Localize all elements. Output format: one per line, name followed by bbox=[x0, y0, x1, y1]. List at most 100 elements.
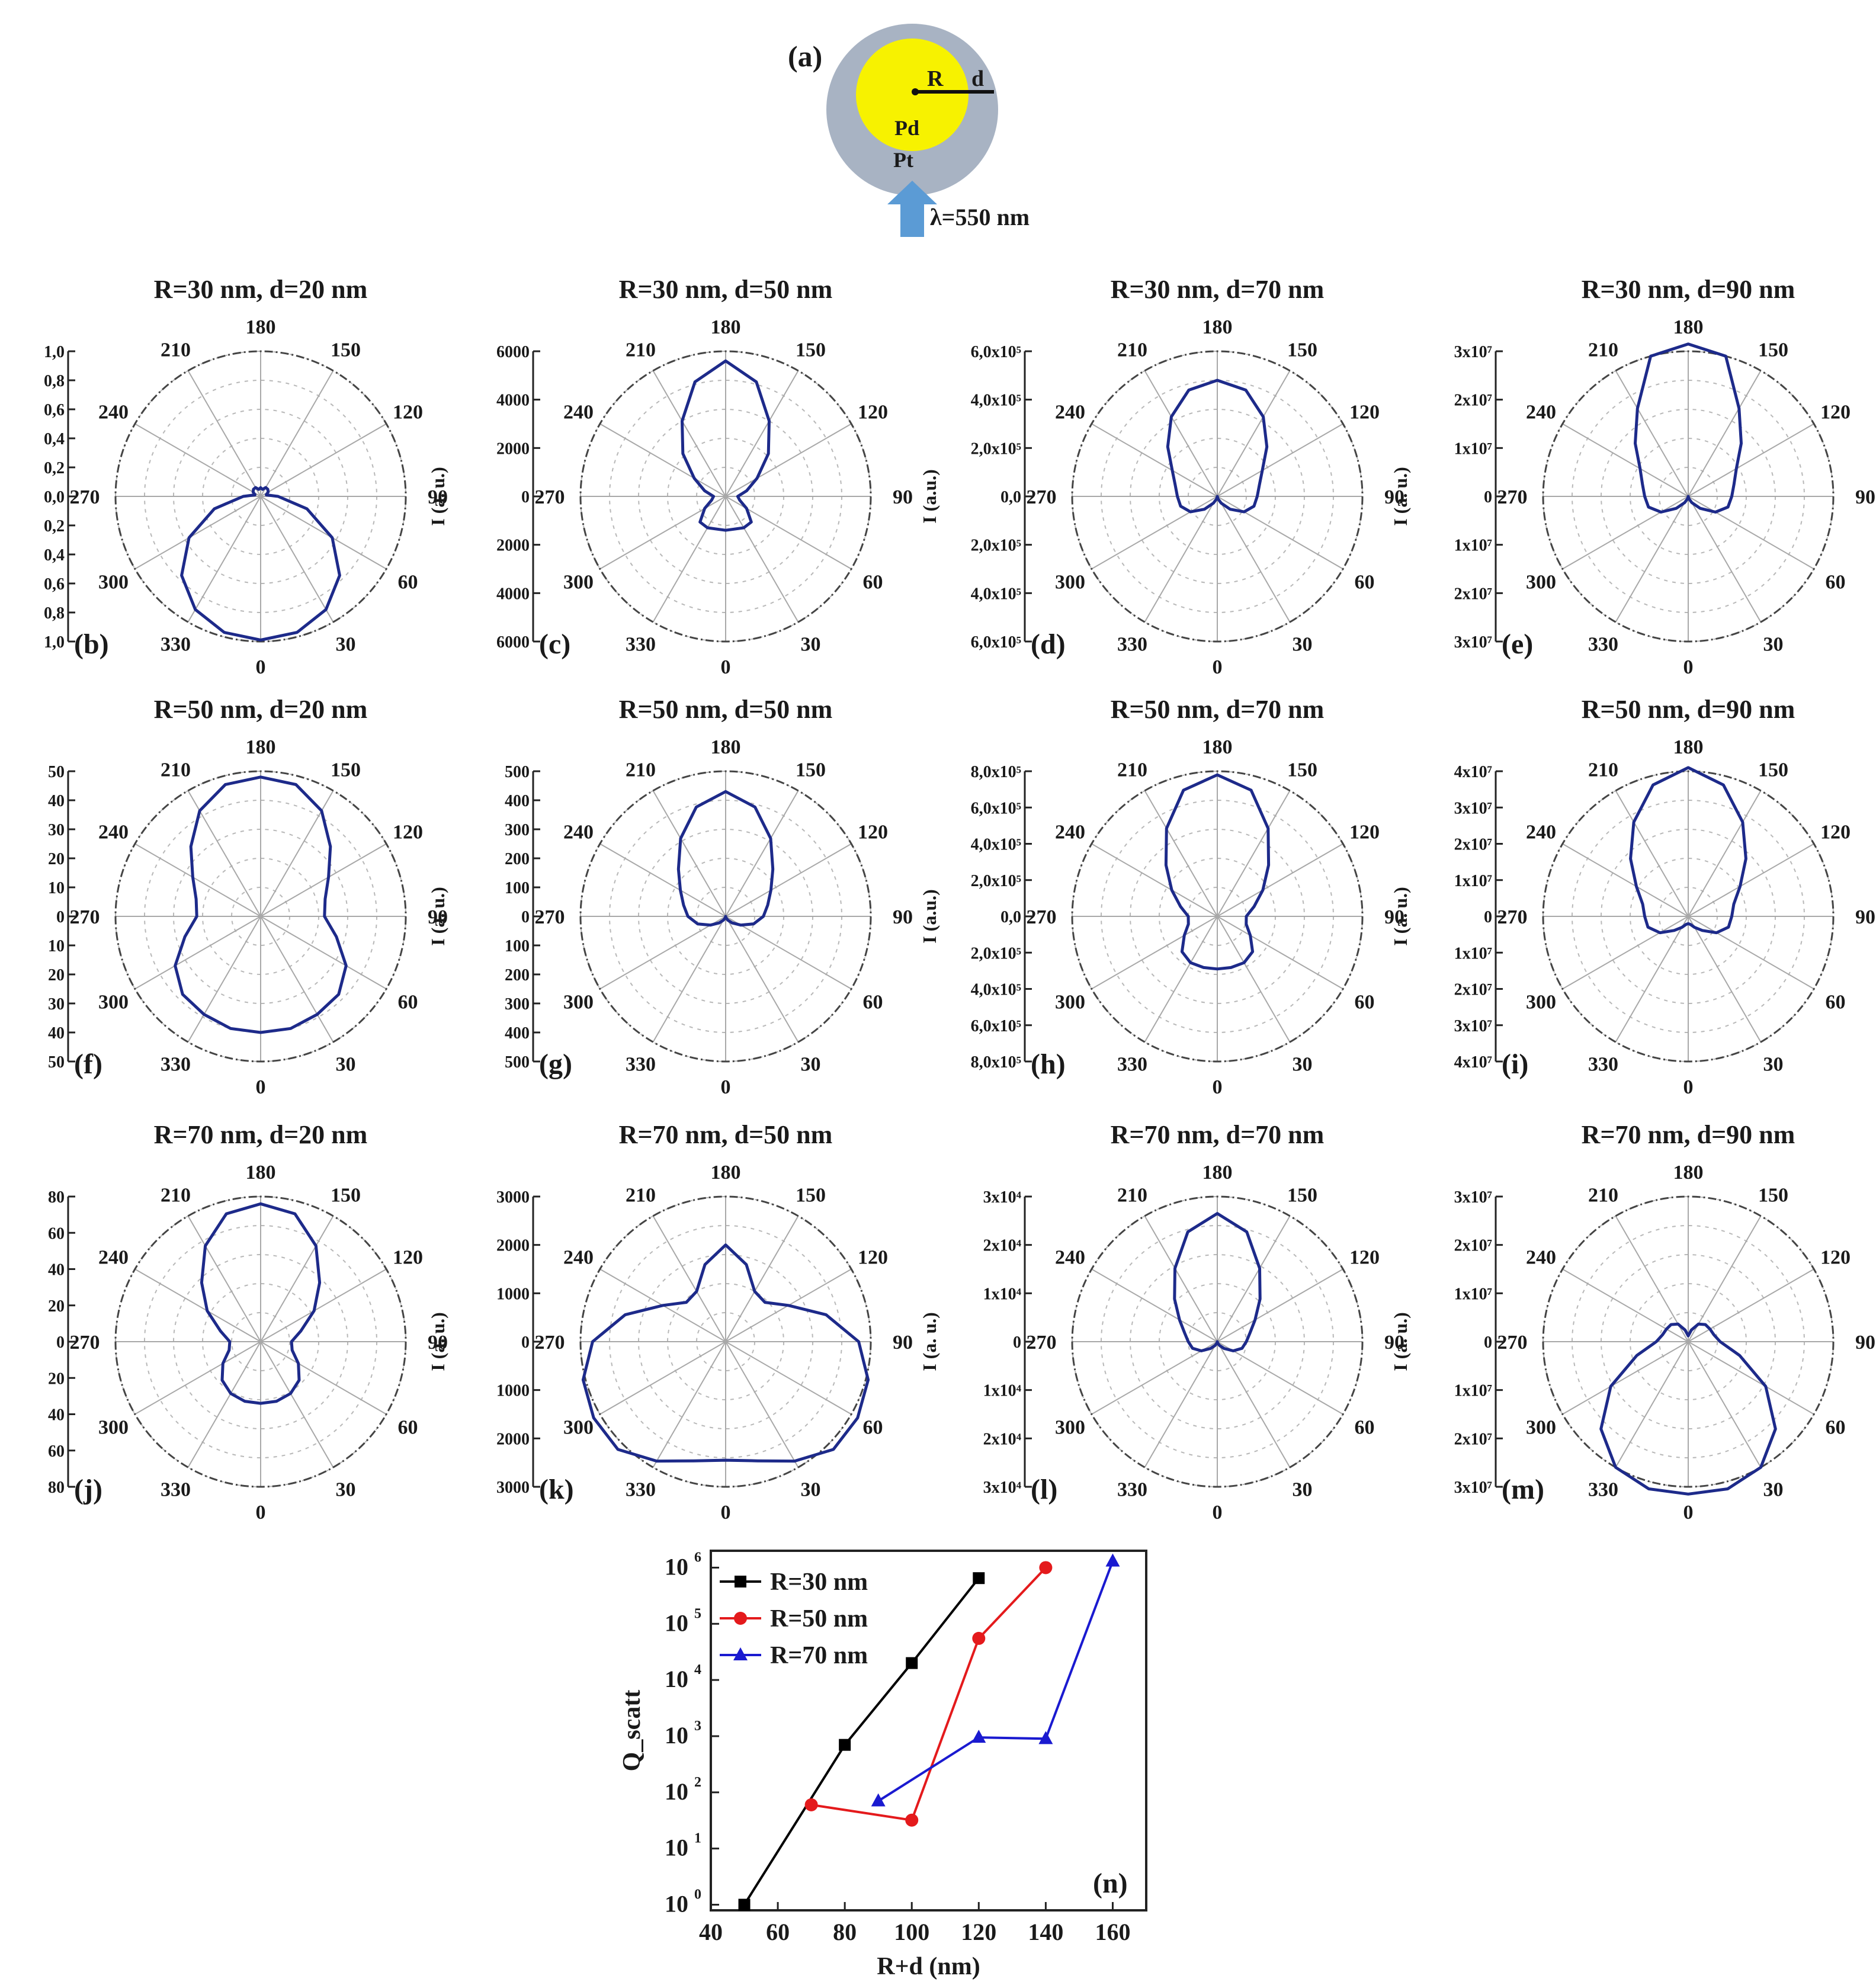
grid-spoke bbox=[1217, 496, 1343, 570]
grid-spoke bbox=[599, 916, 726, 990]
angle-label: 210 bbox=[1117, 759, 1147, 781]
polar-ylabel: I (a. u.) bbox=[1390, 1312, 1411, 1371]
data-point bbox=[734, 1612, 747, 1625]
radial-tick-label: 300 bbox=[505, 821, 530, 839]
grid-spoke bbox=[725, 1341, 799, 1468]
grid-spoke bbox=[725, 843, 852, 917]
angle-label: 180 bbox=[711, 1162, 741, 1184]
angle-label: 150 bbox=[796, 339, 826, 361]
angle-label: 300 bbox=[1526, 992, 1556, 1014]
y-tick-base: 10 bbox=[665, 1553, 688, 1580]
grid-spoke bbox=[134, 916, 261, 990]
data-point bbox=[733, 1647, 748, 1660]
angle-label: 60 bbox=[398, 992, 418, 1014]
grid-spoke bbox=[260, 916, 334, 1043]
radial-tick-label: 4,0x10⁵ bbox=[971, 836, 1021, 854]
radial-tick-label: 0,4 bbox=[44, 546, 65, 565]
grid-spoke bbox=[1144, 1341, 1218, 1468]
grid-spoke bbox=[187, 1216, 261, 1342]
angle-label: 0 bbox=[256, 1076, 266, 1098]
angle-label: 330 bbox=[626, 1054, 656, 1076]
grid-spoke bbox=[260, 370, 334, 497]
series-line bbox=[877, 1560, 1114, 1803]
polar-title: R=70 nm, d=20 nm bbox=[154, 1120, 368, 1149]
x-tick-label: 160 bbox=[1095, 1919, 1130, 1945]
x-tick-label: 80 bbox=[833, 1919, 857, 1945]
scattering-curve bbox=[174, 775, 348, 1034]
grid-spoke bbox=[1688, 1268, 1814, 1342]
radial-tick-label: 3x10⁷ bbox=[1454, 633, 1492, 652]
radial-tick-label: 400 bbox=[505, 792, 530, 810]
angle-label: 300 bbox=[1526, 572, 1556, 594]
grid-spoke bbox=[1562, 496, 1689, 570]
angle-label: 210 bbox=[626, 759, 656, 781]
radial-tick-label: 3x10⁷ bbox=[1454, 1017, 1492, 1035]
radial-tick-label: 3x10⁷ bbox=[1454, 1188, 1492, 1207]
legend-label: R=30 nm bbox=[770, 1569, 868, 1596]
radial-tick-label: 100 bbox=[505, 937, 530, 955]
angle-label: 330 bbox=[1588, 634, 1618, 656]
y-tick-base: 10 bbox=[665, 1722, 688, 1749]
grid-spoke bbox=[260, 1268, 387, 1342]
radial-tick-label: 500 bbox=[505, 1053, 530, 1072]
grid-spoke bbox=[725, 1341, 852, 1415]
polar-title: R=30 nm, d=50 nm bbox=[619, 275, 833, 304]
angle-label: 300 bbox=[563, 572, 594, 594]
radial-tick-label: 0,8 bbox=[44, 604, 65, 623]
grid-spoke bbox=[599, 843, 726, 917]
radial-tick-label: 2000 bbox=[496, 1237, 530, 1255]
legend-label: R=50 nm bbox=[770, 1605, 868, 1633]
y-tick-base: 10 bbox=[665, 1891, 688, 1917]
panel-label: (e) bbox=[1502, 628, 1533, 660]
angle-label: 300 bbox=[1526, 1417, 1556, 1439]
x-tick-label: 120 bbox=[961, 1919, 996, 1945]
angle-label: 240 bbox=[98, 402, 129, 424]
grid-spoke bbox=[652, 790, 726, 917]
grid-spoke bbox=[1688, 916, 1762, 1043]
grid-spoke bbox=[1217, 423, 1343, 497]
angle-label: 300 bbox=[98, 992, 129, 1014]
radial-tick-label: 8,0x10⁵ bbox=[971, 1053, 1021, 1072]
grid-spoke bbox=[599, 1341, 726, 1415]
angle-label: 330 bbox=[1117, 1479, 1147, 1501]
radial-tick-label: 1000 bbox=[496, 1285, 530, 1303]
angle-label: 30 bbox=[1293, 634, 1313, 656]
grid-spoke bbox=[652, 1341, 726, 1468]
outer-ring bbox=[1542, 770, 1835, 1063]
angle-label: 90 bbox=[1855, 486, 1875, 508]
angle-label: 330 bbox=[161, 634, 191, 656]
radial-tick-label: 40 bbox=[48, 1261, 65, 1279]
grid-spoke bbox=[1091, 843, 1218, 917]
x-tick-label: 100 bbox=[894, 1919, 929, 1945]
grid-spoke bbox=[1217, 916, 1343, 990]
angle-label: 180 bbox=[711, 736, 741, 758]
series-2 bbox=[804, 1561, 1053, 1827]
radial-tick-label: 1x10⁷ bbox=[1454, 944, 1492, 963]
grid-spoke bbox=[260, 843, 387, 917]
angle-label: 0 bbox=[1683, 1076, 1694, 1098]
radial-tick-label: 60 bbox=[48, 1442, 65, 1461]
radial-tick-label: 6000 bbox=[496, 633, 530, 652]
x-tick-label: 60 bbox=[766, 1919, 790, 1945]
angle-label: 210 bbox=[1588, 1184, 1618, 1206]
series-3 bbox=[871, 1553, 1120, 1807]
radial-tick-label: 0 bbox=[521, 908, 530, 926]
outer-ring bbox=[114, 1195, 407, 1488]
grid-spoke bbox=[1688, 1341, 1762, 1468]
schematic-panel: (a) R d Pd Pt λ=550 nm bbox=[788, 24, 1030, 237]
x-tick-label: 140 bbox=[1028, 1919, 1063, 1945]
angle-label: 120 bbox=[1820, 822, 1851, 844]
angle-label: 120 bbox=[1349, 1247, 1380, 1269]
grid-spoke bbox=[725, 916, 852, 990]
grid-spoke bbox=[1688, 496, 1814, 570]
radial-tick-label: 0,0 bbox=[44, 488, 65, 506]
panel-label: (d) bbox=[1031, 628, 1066, 660]
angle-label: 240 bbox=[1055, 402, 1085, 424]
grid-spoke bbox=[1144, 790, 1218, 917]
angle-label: 120 bbox=[393, 402, 423, 424]
core-label: Pd bbox=[894, 116, 919, 140]
radial-tick-label: 2x10⁴ bbox=[983, 1237, 1022, 1255]
angle-label: 30 bbox=[336, 1479, 356, 1501]
angle-label: 0 bbox=[721, 1502, 731, 1524]
